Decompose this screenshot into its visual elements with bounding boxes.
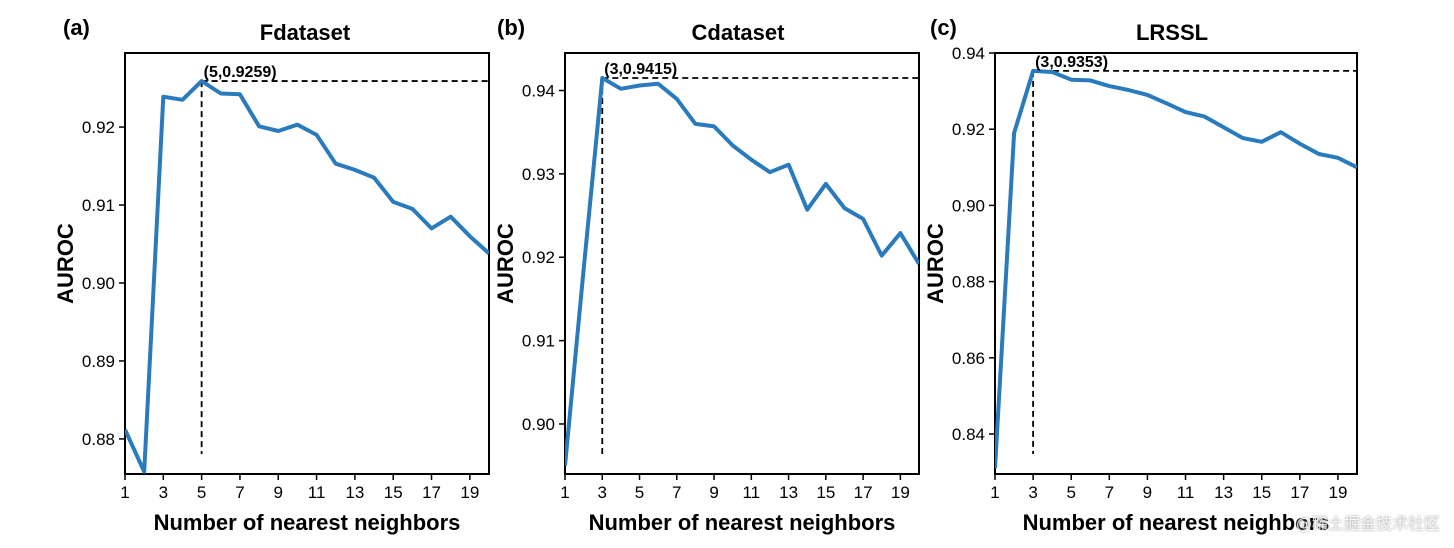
x-tick-label: 1 [120, 483, 129, 502]
x-tick-label: 13 [779, 483, 798, 502]
y-axis-label: AUROC [493, 223, 518, 304]
x-tick-label: 3 [1028, 483, 1037, 502]
y-tick-label: 0.91 [522, 332, 555, 351]
x-tick-label: 11 [308, 483, 326, 502]
series-line [125, 79, 489, 474]
y-tick-label: 0.88 [952, 273, 985, 292]
chart-title: Cdataset [692, 20, 786, 45]
x-tick-label: 9 [1143, 483, 1152, 502]
x-axis-label: Number of nearest neighbors [589, 510, 896, 535]
x-tick-label: 11 [1177, 483, 1195, 502]
x-tick-label: 5 [1066, 483, 1075, 502]
plot-frame [564, 52, 920, 475]
series-line [565, 76, 919, 466]
x-tick-label: 19 [460, 483, 479, 502]
x-tick-label: 17 [422, 483, 441, 502]
x-tick-label: 1 [560, 483, 569, 502]
y-tick-label: 0.88 [82, 430, 115, 449]
x-tick-label: 5 [197, 483, 206, 502]
x-tick-label: 3 [598, 483, 607, 502]
x-tick-label: 5 [635, 483, 644, 502]
x-axis-label: Number of nearest neighbors [1023, 510, 1330, 535]
y-axis-label: AUROC [53, 223, 78, 304]
x-tick-label: 19 [1328, 483, 1347, 502]
x-tick-label: 13 [345, 483, 364, 502]
x-tick-label: 7 [235, 483, 244, 502]
peak-annotation: (5,0.9259) [204, 64, 277, 81]
y-axis-label: AUROC [923, 223, 948, 304]
panel-label: (b) [497, 15, 525, 40]
x-tick-label: 19 [891, 483, 910, 502]
x-tick-label: 17 [1290, 483, 1309, 502]
y-tick-label: 0.90 [522, 415, 555, 434]
y-tick-label: 0.94 [952, 44, 985, 63]
plot-frame [124, 52, 490, 475]
y-tick-label: 0.94 [522, 82, 555, 101]
x-tick-label: 15 [1252, 483, 1271, 502]
panel-label: (a) [63, 15, 90, 40]
watermark: @稀土掘金技术社区 [1295, 514, 1440, 533]
x-tick-label: 7 [672, 483, 681, 502]
chart-title: Fdataset [260, 20, 351, 45]
y-tick-label: 0.86 [952, 349, 985, 368]
peak-annotation: (3,0.9415) [604, 61, 677, 78]
x-tick-label: 9 [709, 483, 718, 502]
x-tick-label: 15 [816, 483, 835, 502]
x-tick-label: 1 [990, 483, 999, 502]
panel-label: (c) [930, 15, 957, 40]
x-tick-label: 9 [274, 483, 283, 502]
x-tick-label: 15 [384, 483, 403, 502]
y-tick-label: 0.84 [952, 425, 985, 444]
x-tick-label: 3 [159, 483, 168, 502]
y-tick-label: 0.93 [522, 165, 555, 184]
y-tick-label: 0.92 [952, 120, 985, 139]
series-line [995, 68, 1357, 469]
plot-frame [994, 52, 1358, 475]
x-tick-label: 11 [742, 483, 760, 502]
x-tick-label: 17 [854, 483, 873, 502]
y-tick-label: 0.90 [952, 196, 985, 215]
y-tick-label: 0.92 [82, 118, 115, 137]
x-tick-label: 13 [1214, 483, 1233, 502]
x-tick-label: 7 [1105, 483, 1114, 502]
y-tick-label: 0.92 [522, 248, 555, 267]
chart-title: LRSSL [1136, 20, 1208, 45]
peak-annotation: (3,0.9353) [1035, 54, 1108, 71]
y-tick-label: 0.89 [82, 352, 115, 371]
x-axis-label: Number of nearest neighbors [154, 510, 461, 535]
y-tick-label: 0.90 [82, 274, 115, 293]
y-tick-label: 0.91 [82, 196, 115, 215]
